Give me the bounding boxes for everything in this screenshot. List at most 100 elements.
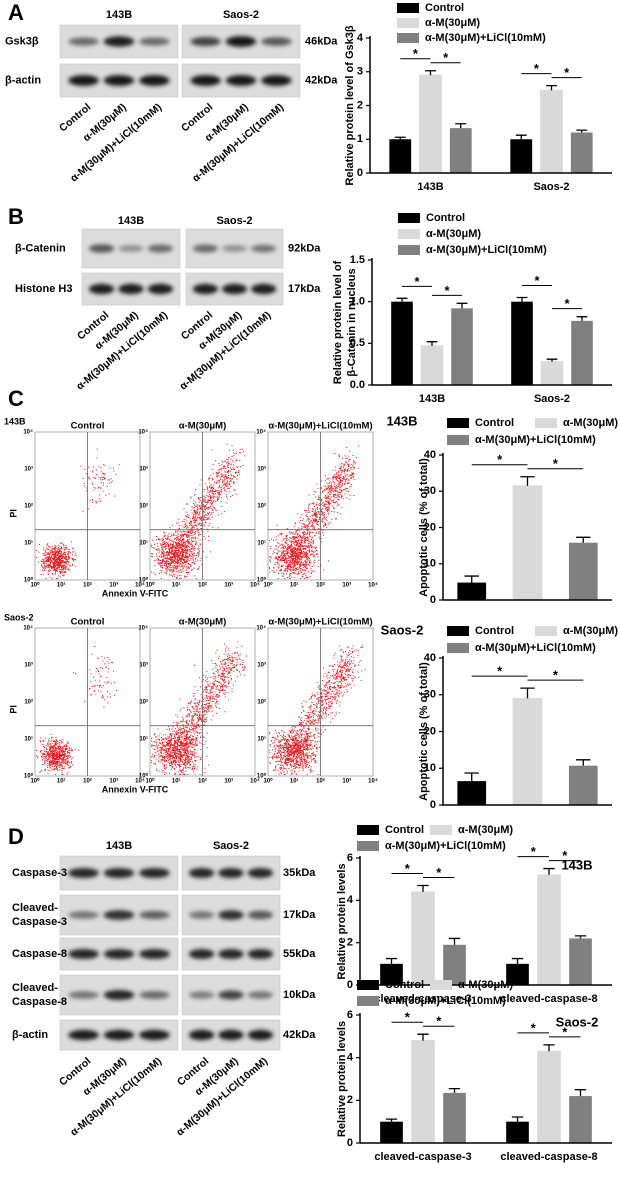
- significance-label: *: [497, 664, 503, 679]
- bar: [540, 361, 564, 386]
- flow-x-tick: 10⁴: [135, 779, 145, 785]
- blot-band: [218, 1029, 244, 1041]
- blot-band: [118, 283, 144, 295]
- x-tick-label: cleaved-caspase-8: [500, 993, 597, 1005]
- error-bar: [456, 302, 468, 309]
- blot-band: [103, 948, 135, 960]
- chart-title: 143B: [561, 857, 592, 872]
- flow-x-tick: 10¹: [57, 778, 66, 785]
- significance-label: *: [534, 273, 540, 288]
- blot-band: [147, 244, 174, 253]
- flow-y-tick: 10²: [257, 503, 266, 510]
- blot-group-label: Saos-2: [213, 840, 249, 852]
- protein-name: Gsk3β: [5, 35, 39, 47]
- flow-y-tick: 10¹: [139, 736, 148, 743]
- significance-label: *: [497, 452, 503, 467]
- legend-label: α-M(30μM): [458, 824, 513, 836]
- blot-band: [68, 991, 99, 999]
- y-tick-label: 4: [347, 1052, 354, 1064]
- blot-band: [68, 1029, 99, 1041]
- blot-group-label: 143B: [118, 215, 144, 227]
- x-axis-label: Annexin V-FITC: [102, 588, 169, 598]
- legend-label: α-M(30μM)+LiCl(10mM): [425, 32, 546, 44]
- error-bar: [546, 84, 557, 91]
- y-tick-label: 10: [424, 762, 436, 774]
- protein-name: β-actin: [5, 74, 41, 86]
- bar: [569, 1096, 592, 1143]
- y-tick-label: 6: [347, 852, 353, 864]
- flow-y-tick: 10⁴: [138, 430, 148, 436]
- x-tick-label: Saos-2: [533, 181, 569, 193]
- error-bar: [576, 129, 588, 133]
- blot-band: [188, 948, 215, 960]
- blot-band: [218, 948, 244, 960]
- error-bar: [576, 536, 591, 543]
- legend-swatch: [535, 418, 557, 428]
- y-tick-label: 0: [430, 799, 436, 811]
- blot-band: [88, 244, 115, 253]
- flow-y-tick: 10⁰: [257, 577, 267, 584]
- y-axis-label: PI: [8, 705, 18, 714]
- molecular-weight: 17kDa: [283, 909, 316, 921]
- significance-label: *: [436, 1014, 442, 1029]
- y-tick-label: 0.0: [350, 379, 365, 391]
- significance-label: *: [436, 865, 442, 880]
- flow-x-tick: 10⁴: [250, 583, 260, 589]
- legend-label: Control: [475, 417, 514, 429]
- flow-y-tick: 10⁰: [24, 773, 34, 780]
- y-axis-label: PI: [8, 509, 18, 518]
- legend-swatch: [397, 3, 419, 13]
- y-tick-label: 20: [424, 521, 436, 533]
- x-tick-label: 143B: [417, 181, 443, 193]
- legend-swatch: [447, 626, 469, 636]
- y-axis-label: Relative protein levels: [336, 1021, 348, 1137]
- flow-x-tick: 10³: [224, 778, 233, 785]
- y-tick-label: 3: [357, 66, 363, 78]
- blot-band: [261, 75, 292, 86]
- error-bar: [455, 123, 467, 129]
- blot-band: [247, 948, 274, 960]
- blot-band: [188, 867, 215, 879]
- y-tick-label: 10: [424, 558, 436, 570]
- legend-label: α-M(30μM)+LiCl(10mM): [475, 434, 596, 446]
- protein-name: Caspase-3: [12, 916, 67, 928]
- blot-band: [103, 910, 135, 920]
- legend-swatch: [430, 825, 452, 835]
- error-bar: [511, 1116, 524, 1122]
- legend-swatch: [357, 841, 379, 851]
- cell-line-label: Saos-2: [4, 612, 34, 622]
- blot-band: [139, 75, 170, 86]
- flow-x-tick: 10¹: [290, 778, 299, 785]
- flow-y-tick: 10⁴: [256, 626, 266, 632]
- flow-x-tick: 10⁴: [250, 779, 260, 785]
- legend-label: α-M(30μM)+LiCl(10mM): [475, 642, 596, 654]
- bar: [380, 1121, 403, 1143]
- error-bar: [546, 358, 558, 362]
- flow-y-tick: 10³: [24, 466, 33, 473]
- significance-label: *: [553, 456, 559, 471]
- legend-swatch: [397, 33, 419, 43]
- condition-label: α-M(30μM): [179, 421, 227, 432]
- y-tick-label: 2: [357, 99, 363, 111]
- condition-label: α-M(30μM)+LiCl(10mM): [268, 421, 372, 432]
- blot-band: [103, 1029, 135, 1041]
- blot-band: [218, 910, 244, 920]
- flow-y-tick: 10³: [257, 466, 266, 473]
- significance-label: *: [562, 848, 568, 863]
- y-tick-label: 30: [424, 485, 436, 497]
- blot-band: [188, 991, 215, 999]
- flow-y-tick: 10³: [139, 466, 148, 473]
- bar: [391, 301, 413, 385]
- y-tick-label: 40: [424, 449, 436, 461]
- flow-dots: [269, 645, 366, 775]
- flow-x-tick: 10⁰: [263, 582, 273, 589]
- blot-band: [247, 867, 274, 879]
- error-bar: [516, 296, 528, 302]
- significance-label: *: [444, 283, 450, 298]
- y-tick-label: 2: [347, 1094, 353, 1106]
- flow-y-tick: 10⁴: [23, 430, 33, 436]
- bar: [457, 582, 487, 600]
- x-tick-label: 143B: [419, 393, 445, 405]
- flow-y-tick: 10²: [257, 699, 266, 706]
